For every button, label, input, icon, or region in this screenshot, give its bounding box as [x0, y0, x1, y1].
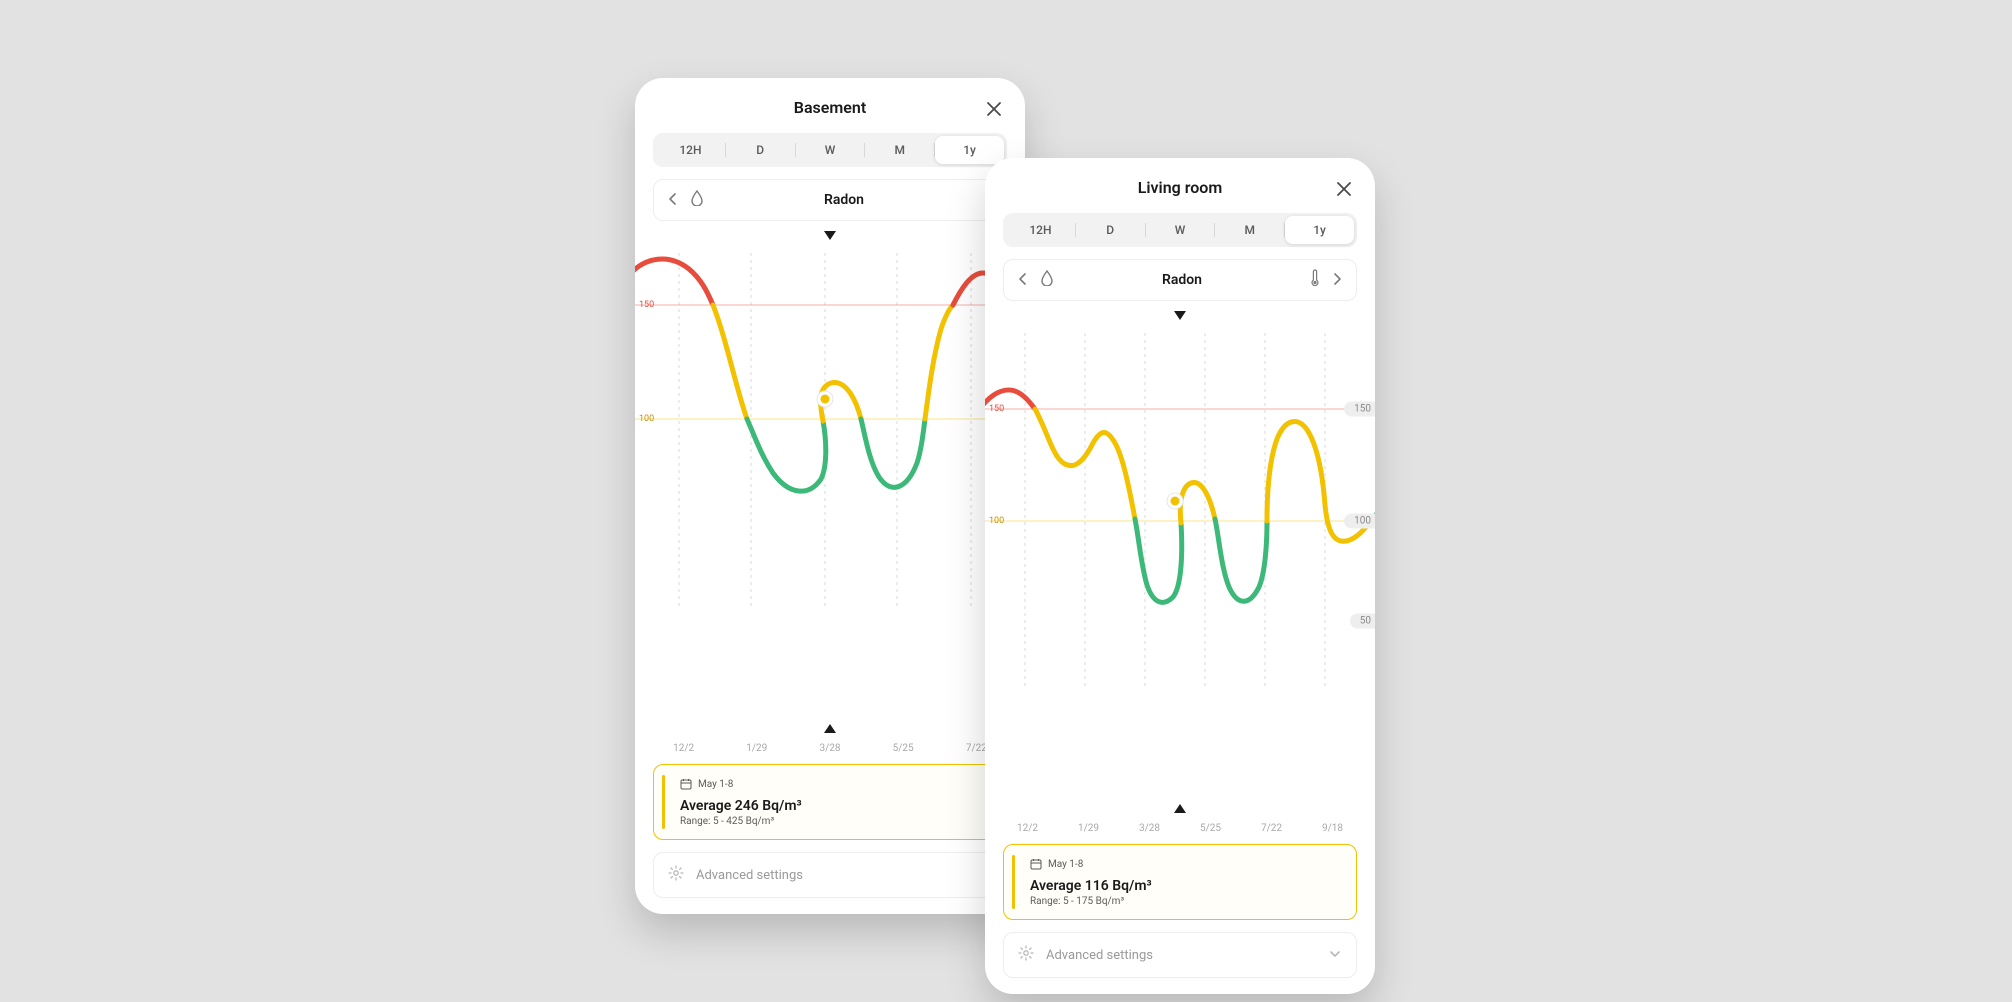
- chart-area[interactable]: 150 100 50 150 100: [985, 309, 1375, 817]
- calendar-icon: [1030, 855, 1042, 874]
- time-range-segmented: 12HDWM1y: [1003, 213, 1357, 247]
- x-tick: 9/18: [1322, 823, 1343, 834]
- humidity-icon[interactable]: [690, 190, 704, 210]
- x-tick: 3/28: [819, 743, 840, 754]
- time-range-d[interactable]: D: [1076, 216, 1145, 244]
- calendar-icon: [680, 775, 692, 794]
- advanced-settings-button[interactable]: Advanced settings: [653, 852, 1007, 898]
- close-icon: [986, 101, 1002, 117]
- arrow-left-icon[interactable]: [666, 191, 680, 210]
- x-tick: 12/2: [1017, 823, 1038, 834]
- arrow-left-icon[interactable]: [1016, 271, 1030, 290]
- summary-date: May 1-8: [1048, 859, 1083, 870]
- humidity-icon[interactable]: [1040, 270, 1054, 290]
- advanced-settings-label: Advanced settings: [696, 868, 803, 883]
- x-tick: 1/29: [746, 743, 767, 754]
- close-button[interactable]: [983, 98, 1005, 120]
- x-axis: 12/2 1/29 3/28 5/25 7/22 9/18: [985, 817, 1375, 844]
- summary-card: May 1-8 Average 116 Bq/m³ Range: 5 - 175…: [1003, 844, 1357, 920]
- time-range-m[interactable]: M: [1215, 216, 1284, 244]
- advanced-settings-button[interactable]: Advanced settings: [1003, 932, 1357, 978]
- time-range-m[interactable]: M: [865, 136, 934, 164]
- metric-title: Radon: [824, 192, 864, 208]
- page-title: Living room: [1138, 178, 1223, 197]
- time-range-d[interactable]: D: [726, 136, 795, 164]
- time-range-w[interactable]: W: [796, 136, 865, 164]
- x-tick: 7/22: [966, 743, 987, 754]
- gear-icon: [1018, 945, 1034, 965]
- metric-selector: Radon: [653, 179, 1007, 221]
- close-button[interactable]: [1333, 178, 1355, 200]
- marker-bottom-icon: [824, 724, 836, 733]
- time-range-12h[interactable]: 12H: [1006, 216, 1075, 244]
- x-tick: 5/25: [1200, 823, 1221, 834]
- y-axis-pill: 50: [1350, 614, 1375, 629]
- line-chart: [985, 309, 1375, 713]
- header: Living room: [985, 178, 1375, 213]
- x-tick: 5/25: [893, 743, 914, 754]
- arrow-right-icon[interactable]: [1330, 271, 1344, 290]
- x-tick: 3/28: [1139, 823, 1160, 834]
- x-tick: 1/29: [1078, 823, 1099, 834]
- chart-area[interactable]: 150 100: [635, 229, 1025, 737]
- marker-top-icon: [824, 231, 836, 240]
- page-title: Basement: [794, 98, 866, 117]
- metric-title: Radon: [1162, 272, 1202, 288]
- time-range-w[interactable]: W: [1146, 216, 1215, 244]
- summary-range: Range: 5 - 425 Bq/m³: [680, 816, 992, 827]
- metric-selector: Radon: [1003, 259, 1357, 301]
- threshold-label: 150: [989, 404, 1004, 414]
- close-icon: [1336, 181, 1352, 197]
- x-tick: 7/22: [1261, 823, 1282, 834]
- chevron-down-icon: [1328, 946, 1342, 965]
- line-chart: [635, 229, 1025, 633]
- summary-range: Range: 5 - 175 Bq/m³: [1030, 896, 1342, 907]
- header: Basement: [635, 98, 1025, 133]
- advanced-settings-label: Advanced settings: [1046, 948, 1153, 963]
- time-range-1y[interactable]: 1y: [935, 136, 1004, 164]
- x-tick: 12/2: [673, 743, 694, 754]
- threshold-label: 150: [639, 300, 654, 310]
- time-range-12h[interactable]: 12H: [656, 136, 725, 164]
- x-axis: 12/2 1/29 3/28 5/25 7/22: [635, 737, 1025, 764]
- summary-card: May 1-8 Average 246 Bq/m³ Range: 5 - 425…: [653, 764, 1007, 840]
- summary-average: Average 246 Bq/m³: [680, 798, 992, 814]
- gear-icon: [668, 865, 684, 885]
- phone-living-room: Living room 12HDWM1y Radon 15010050 1501…: [985, 158, 1375, 994]
- time-range-1y[interactable]: 1y: [1285, 216, 1354, 244]
- marker-bottom-icon: [1174, 804, 1186, 813]
- y-axis-pill: 100: [1344, 514, 1375, 529]
- threshold-label: 100: [989, 516, 1004, 526]
- summary-average: Average 116 Bq/m³: [1030, 878, 1342, 894]
- phone-basement: Basement 12HDWM1y Radon 150 100 12/2 1/29 3…: [635, 78, 1025, 914]
- thermometer-icon[interactable]: [1310, 269, 1320, 291]
- time-range-segmented: 12HDWM1y: [653, 133, 1007, 167]
- y-axis-pill: 150: [1344, 402, 1375, 417]
- summary-date: May 1-8: [698, 779, 733, 790]
- marker-top-icon: [1174, 311, 1186, 320]
- threshold-label: 100: [639, 414, 654, 424]
